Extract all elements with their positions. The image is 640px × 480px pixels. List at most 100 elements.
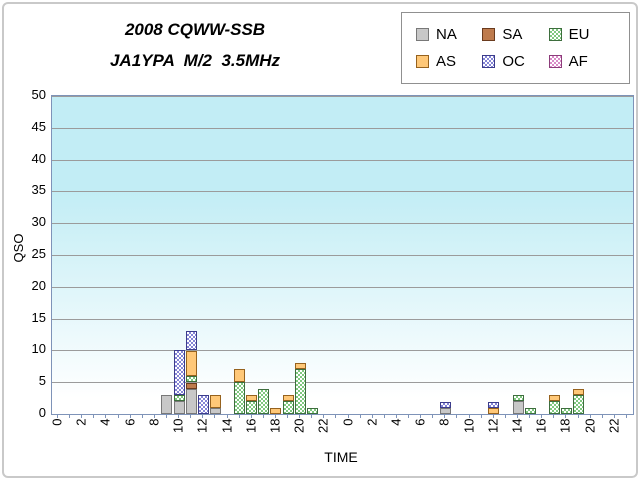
as-swatch-icon [416, 55, 429, 68]
gridline [52, 191, 633, 192]
bar-segment-eu [525, 408, 536, 414]
gridline [52, 128, 633, 129]
x-tick [578, 415, 579, 418]
bar-segment-eu [283, 401, 294, 414]
x-tick [178, 415, 179, 418]
gridline [52, 287, 633, 288]
sa-swatch-icon [482, 28, 496, 41]
bar-segment-as [295, 363, 306, 369]
bar-segment-na [174, 401, 185, 414]
x-tick-label: 6 [412, 418, 428, 426]
x-tick [214, 415, 215, 418]
x-tick [227, 415, 228, 418]
legend-item-as: AS [416, 54, 482, 69]
x-tick [444, 415, 445, 418]
y-tick-label: 35 [31, 182, 46, 197]
bar-segment-na [210, 408, 221, 414]
x-tick [335, 415, 336, 418]
bar-segment-na [440, 408, 451, 414]
chart-title-line2: JA1YPA M/2 3.5MHz [109, 51, 281, 70]
x-tick-label: 14 [509, 418, 525, 433]
x-tick [166, 415, 167, 418]
bar-segment-as [234, 369, 245, 382]
y-tick-label: 25 [31, 246, 46, 261]
x-tick [396, 415, 397, 418]
bar-segment-oc [174, 350, 185, 395]
x-tick [626, 415, 627, 418]
x-tick [93, 415, 94, 418]
bar-segment-eu [186, 376, 197, 382]
legend-label-eu: EU [568, 26, 590, 43]
y-axis-title: QSO [11, 233, 26, 263]
x-tick [287, 415, 288, 418]
bar-segment-eu [246, 401, 257, 414]
legend-label-as: AS [436, 53, 457, 70]
x-tick-label: 2 [73, 418, 89, 426]
bar-segment-as [573, 389, 584, 395]
x-tick [190, 415, 191, 418]
x-tick [299, 415, 300, 418]
bar-segment-oc [186, 331, 197, 350]
x-tick [481, 415, 482, 418]
x-axis-title: TIME [324, 449, 358, 465]
bar-segment-eu [295, 369, 306, 414]
x-tick [420, 415, 421, 418]
x-tick [154, 415, 155, 418]
x-tick-label: 8 [436, 418, 452, 426]
x-tick-label: 22 [315, 418, 331, 433]
gridline [52, 96, 633, 97]
x-tick-label: 4 [388, 418, 404, 426]
x-tick-label: 16 [533, 418, 549, 433]
x-tick [239, 415, 240, 418]
x-tick [432, 415, 433, 418]
bar-segment-as [488, 408, 499, 414]
x-tick-label: 14 [219, 418, 235, 433]
x-tick-label: 0 [340, 418, 356, 426]
legend-item-eu: EU [548, 26, 615, 43]
x-tick-label: 12 [194, 418, 210, 433]
x-tick-label: 18 [557, 418, 573, 433]
gridline [52, 160, 633, 161]
bar-segment-eu [258, 389, 269, 414]
x-tick-label: 10 [461, 418, 477, 433]
x-tick-label: 0 [49, 418, 65, 426]
chart-title-line1: 2008 CQWW-SSB [124, 20, 266, 39]
bar-segment-eu [549, 401, 560, 414]
x-tick [130, 415, 131, 418]
chart-title: 2008 CQWW-SSB JA1YPA M/2 3.5MHz [50, 14, 340, 76]
y-tick-label: 10 [31, 341, 46, 356]
bar-segment-as [210, 395, 221, 408]
x-tick [590, 415, 591, 418]
x-tick-label: 2 [364, 418, 380, 426]
x-tick [541, 415, 542, 418]
bar-segment-na [161, 395, 172, 414]
oc-swatch-icon [482, 55, 496, 68]
bar-segment-na [513, 401, 524, 414]
x-tick-label: 10 [170, 418, 186, 433]
y-tick-label: 40 [31, 151, 46, 166]
bar-segment-eu [573, 395, 584, 414]
x-tick [408, 415, 409, 418]
gridline [52, 223, 633, 224]
x-tick-label: 8 [146, 418, 162, 426]
x-tick-label: 6 [122, 418, 138, 426]
na-swatch-icon [416, 28, 429, 41]
legend-item-af: AF [548, 54, 615, 69]
x-tick [505, 415, 506, 418]
x-tick-label: 20 [582, 418, 598, 433]
x-tick [323, 415, 324, 418]
x-tick [202, 415, 203, 418]
x-tick [553, 415, 554, 418]
bar-segment-eu [561, 408, 572, 414]
legend-label-sa: SA [502, 26, 523, 43]
x-tick-label: 4 [97, 418, 113, 426]
x-tick [69, 415, 70, 418]
gridline [52, 319, 633, 320]
x-tick [142, 415, 143, 418]
legend-item-na: NA [416, 27, 482, 42]
x-tick [456, 415, 457, 418]
legend: NA SA EU AS OC AF [401, 12, 630, 84]
plot-area [51, 95, 634, 415]
bar-segment-as [186, 351, 197, 376]
